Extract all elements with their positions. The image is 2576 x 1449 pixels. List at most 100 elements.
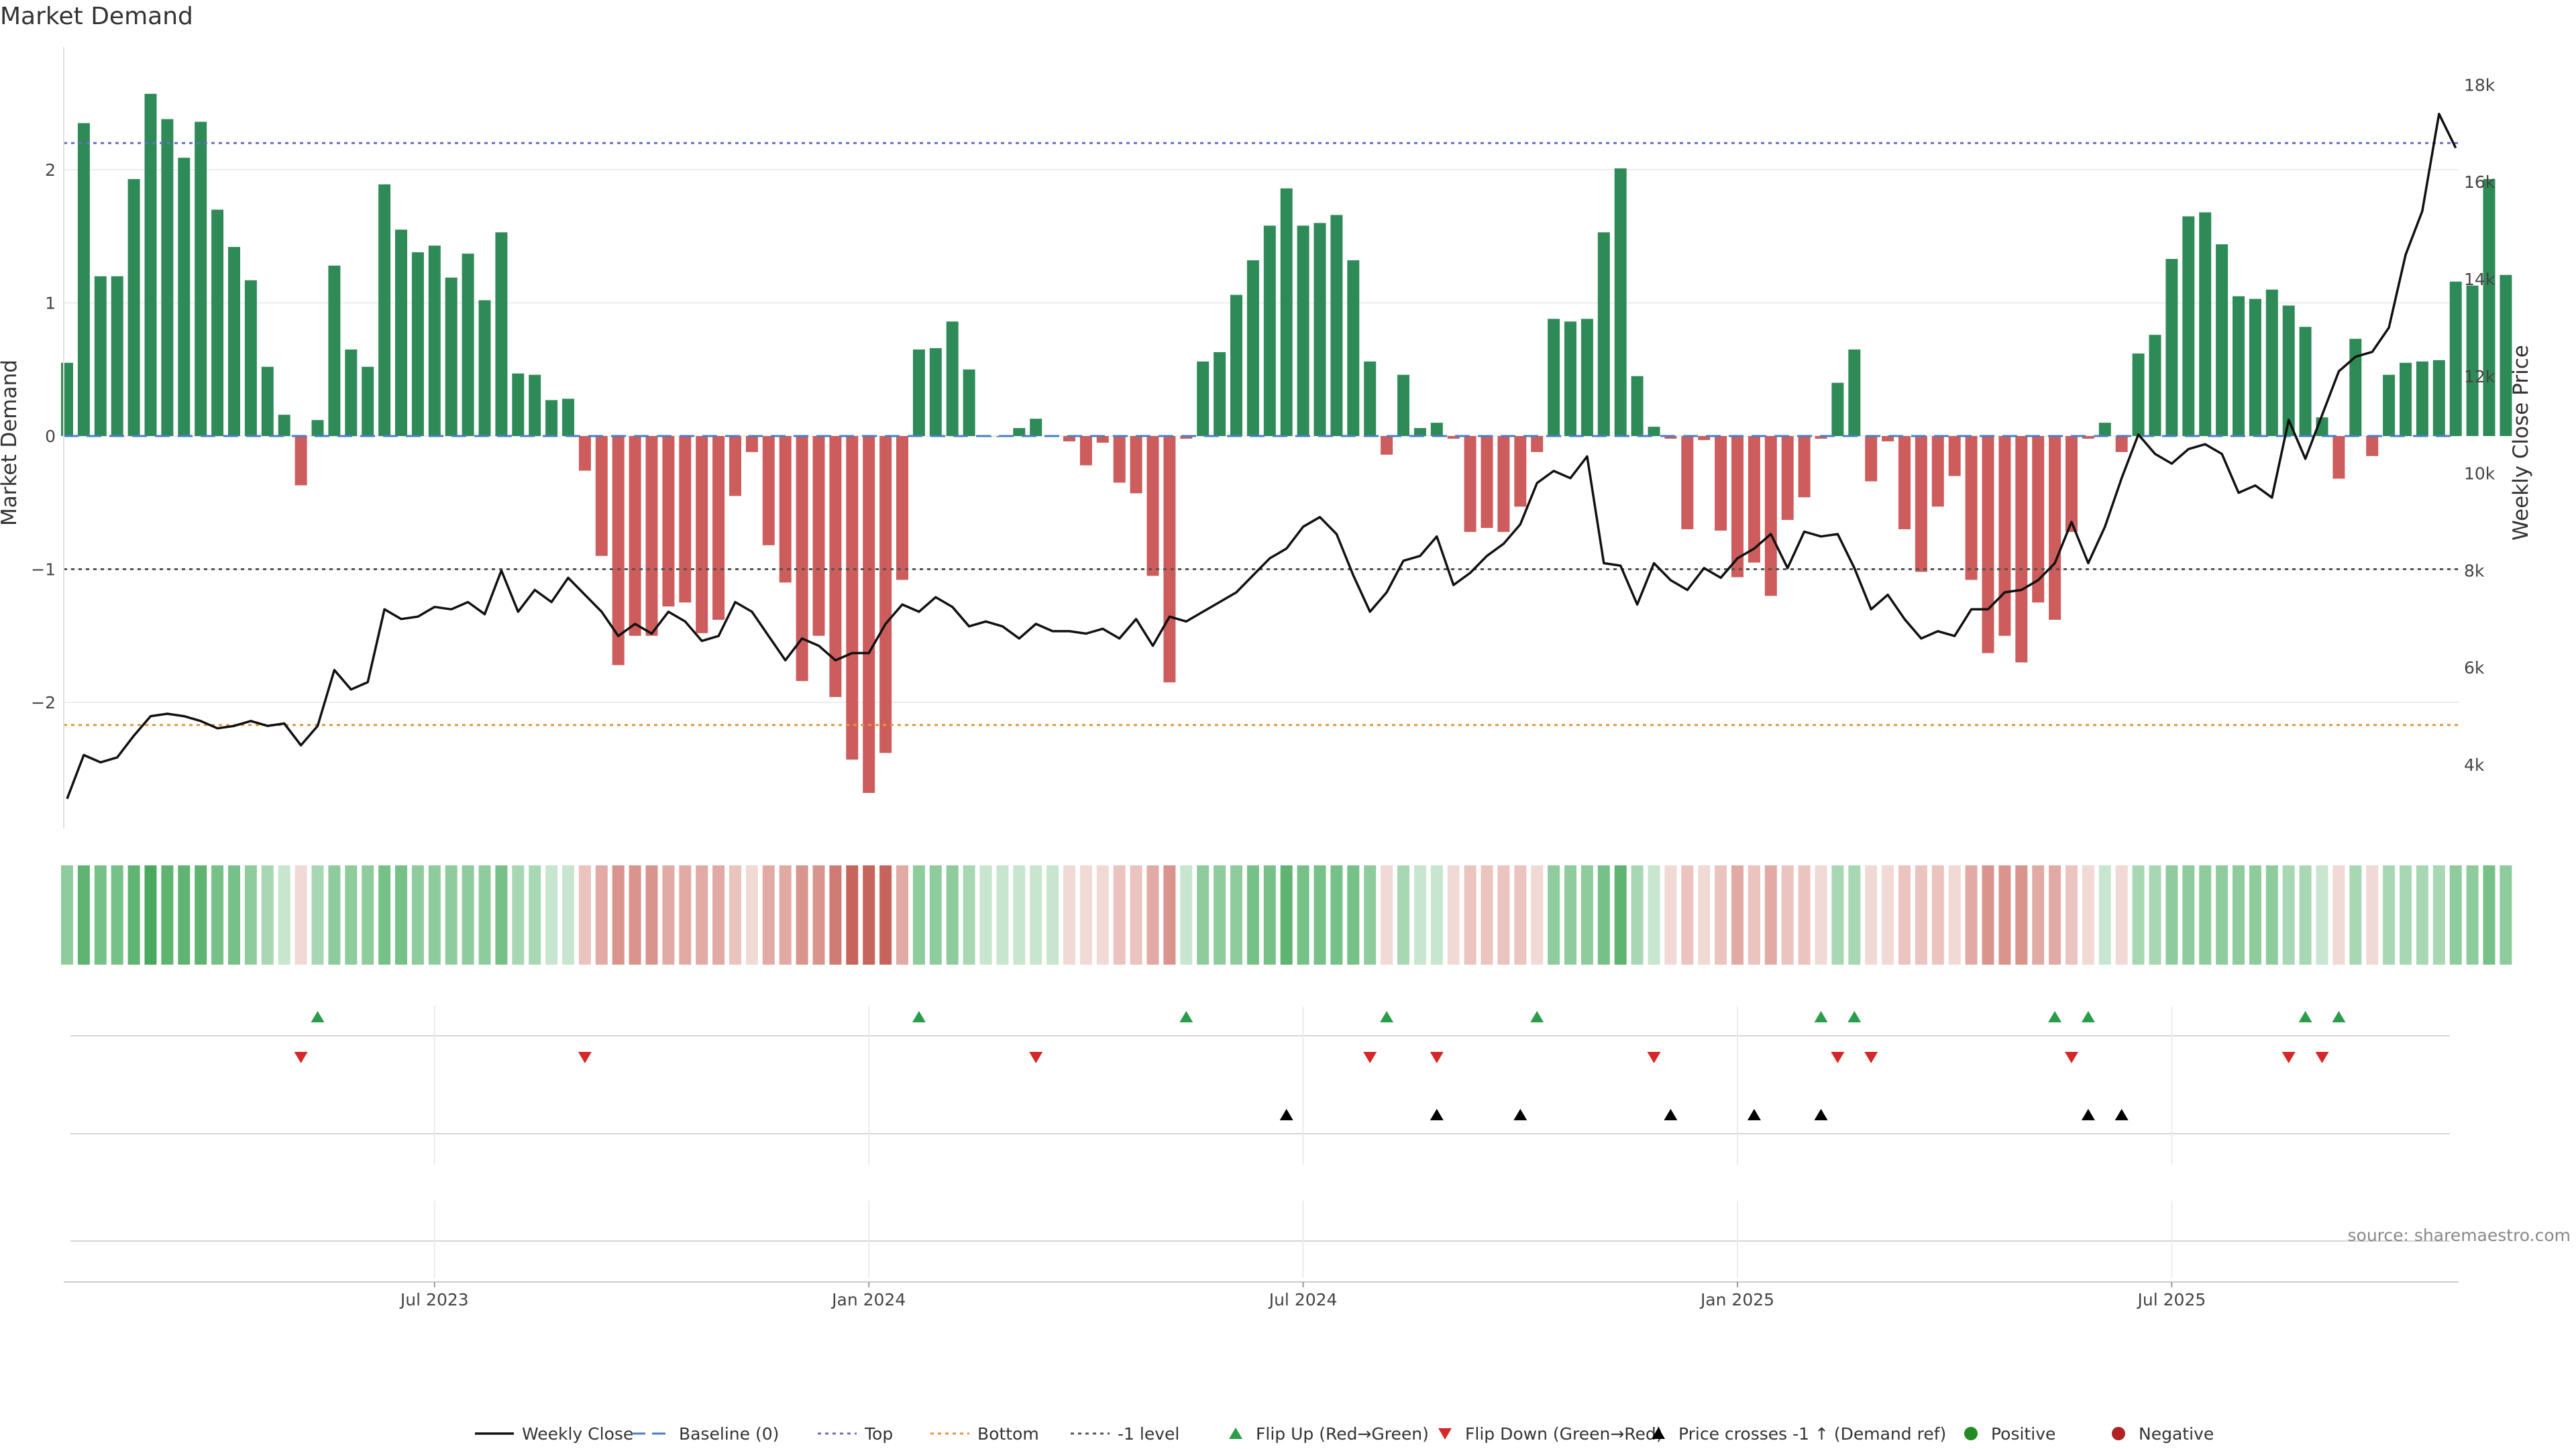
heat-cell [846, 865, 859, 965]
demand-bar [1130, 436, 1142, 494]
demand-bar [1214, 352, 1226, 436]
demand-bar [912, 349, 925, 436]
demand-bar [1230, 294, 1242, 436]
demand-bar [2349, 339, 2362, 436]
demand-bar [1580, 319, 1593, 436]
y-tick-label: −1 [31, 560, 56, 580]
x-tick-label: Jan 2025 [1699, 1290, 1774, 1309]
demand-bar [2065, 436, 2078, 532]
demand-bar [512, 373, 525, 436]
heat-cell [1748, 865, 1760, 965]
demand-bar [1882, 436, 1894, 441]
legend-item-top: Top [818, 1424, 893, 1444]
x-tick-label: Jan 2024 [830, 1290, 906, 1309]
heat-cell [278, 865, 290, 965]
heat-cell [2182, 865, 2195, 965]
flip-up-marker [2048, 1011, 2062, 1022]
flip-up-marker [1380, 1011, 1394, 1022]
heat-cell [1146, 865, 1159, 965]
heat-cell [2449, 865, 2462, 965]
demand-bar [2400, 362, 2412, 436]
demand-bar [2483, 178, 2496, 436]
heat-cell [2098, 865, 2111, 965]
demand-bar [345, 349, 358, 436]
heat-cell [578, 865, 591, 965]
demand-bar [1548, 319, 1560, 436]
heat-cell [796, 865, 808, 965]
flip-up-marker [912, 1011, 926, 1022]
heat-cell [1063, 865, 1075, 965]
demand-bar [2149, 335, 2161, 436]
heat-cell [411, 865, 424, 965]
flip-up-marker [2298, 1011, 2312, 1022]
heat-cell [428, 865, 441, 965]
heat-cell [2216, 865, 2229, 965]
heat-cell [1931, 865, 1944, 965]
demand-bar [1815, 436, 1827, 439]
heat-cell [1948, 865, 1961, 965]
demand-bar [1180, 436, 1193, 439]
demand-bar [1313, 223, 1326, 436]
price-line-group [66, 113, 2457, 800]
heat-cell [2132, 865, 2145, 965]
demand-bar [812, 436, 825, 636]
demand-bar [195, 121, 207, 437]
flip-down-marker [1864, 1052, 1878, 1063]
heat-cell [2366, 865, 2379, 965]
demand-bar [1748, 436, 1760, 563]
heat-cell [2049, 865, 2061, 965]
heat-cell [178, 865, 191, 965]
heat-cell [395, 865, 407, 965]
flip-down-marker [2315, 1052, 2329, 1063]
legend-item-weekly-close: Weekly Close [475, 1424, 633, 1444]
demand-bar [879, 436, 892, 753]
heat-cell [2383, 865, 2396, 965]
demand-bar [1146, 436, 1159, 576]
demand-bar [529, 374, 541, 436]
demand-bar [1347, 260, 1360, 436]
legend-label: Price crosses -1 ↑ (Demand ref) [1678, 1424, 1946, 1444]
heat-cell [462, 865, 474, 965]
demand-bar [612, 436, 625, 665]
heat-cell [2416, 865, 2428, 965]
heat-cell [812, 865, 825, 965]
heat-cell [863, 865, 875, 965]
demand-bar [2332, 436, 2345, 479]
demand-bar [294, 436, 307, 486]
x-tick-label: Jul 2023 [399, 1290, 469, 1309]
heat-cell [1313, 865, 1326, 965]
demand-bar [1113, 436, 1126, 483]
heat-cell [1614, 865, 1627, 965]
heat-cell [1330, 865, 1343, 965]
heat-cell [1297, 865, 1309, 965]
price-cross-marker [1513, 1109, 1527, 1120]
legend-item-baseline: Baseline (0) [632, 1424, 779, 1444]
demand-bar [478, 300, 491, 436]
flip-down-marker [1029, 1052, 1043, 1063]
heat-cell [1698, 865, 1711, 965]
legend-item-minus-one: -1 level [1071, 1424, 1179, 1444]
legend-item-flip-up: Flip Up (Red→Green) [1229, 1424, 1429, 1444]
heat-cell [1079, 865, 1092, 965]
heat-cell [2432, 865, 2445, 965]
heat-cell [1715, 865, 1727, 965]
demand-bar [1263, 225, 1276, 436]
heat-cell [1413, 865, 1426, 965]
heat-cell [2265, 865, 2278, 965]
heat-cell [144, 865, 157, 965]
flip-up-marker [1179, 1011, 1193, 1022]
heat-cell [1030, 865, 1042, 965]
axes: 2 1 0 −1 −2 18k 16k 14k 12k 10k 8k 6k 4k Market Deman… [0, 47, 2533, 828]
heat-cell [2500, 865, 2512, 965]
legend-item-positive: Positive [1964, 1424, 2055, 1444]
heat-cell [1347, 865, 1360, 965]
demand-bar [495, 232, 508, 436]
heat-cell [1013, 865, 1026, 965]
demand-bar [428, 246, 441, 436]
demand-bar [1982, 436, 1994, 653]
flip-down-marker [2282, 1052, 2296, 1063]
heat-cell [1197, 865, 1210, 965]
demand-bar [378, 184, 391, 436]
demand-bar [1564, 321, 1576, 436]
heat-cell [1764, 865, 1777, 965]
